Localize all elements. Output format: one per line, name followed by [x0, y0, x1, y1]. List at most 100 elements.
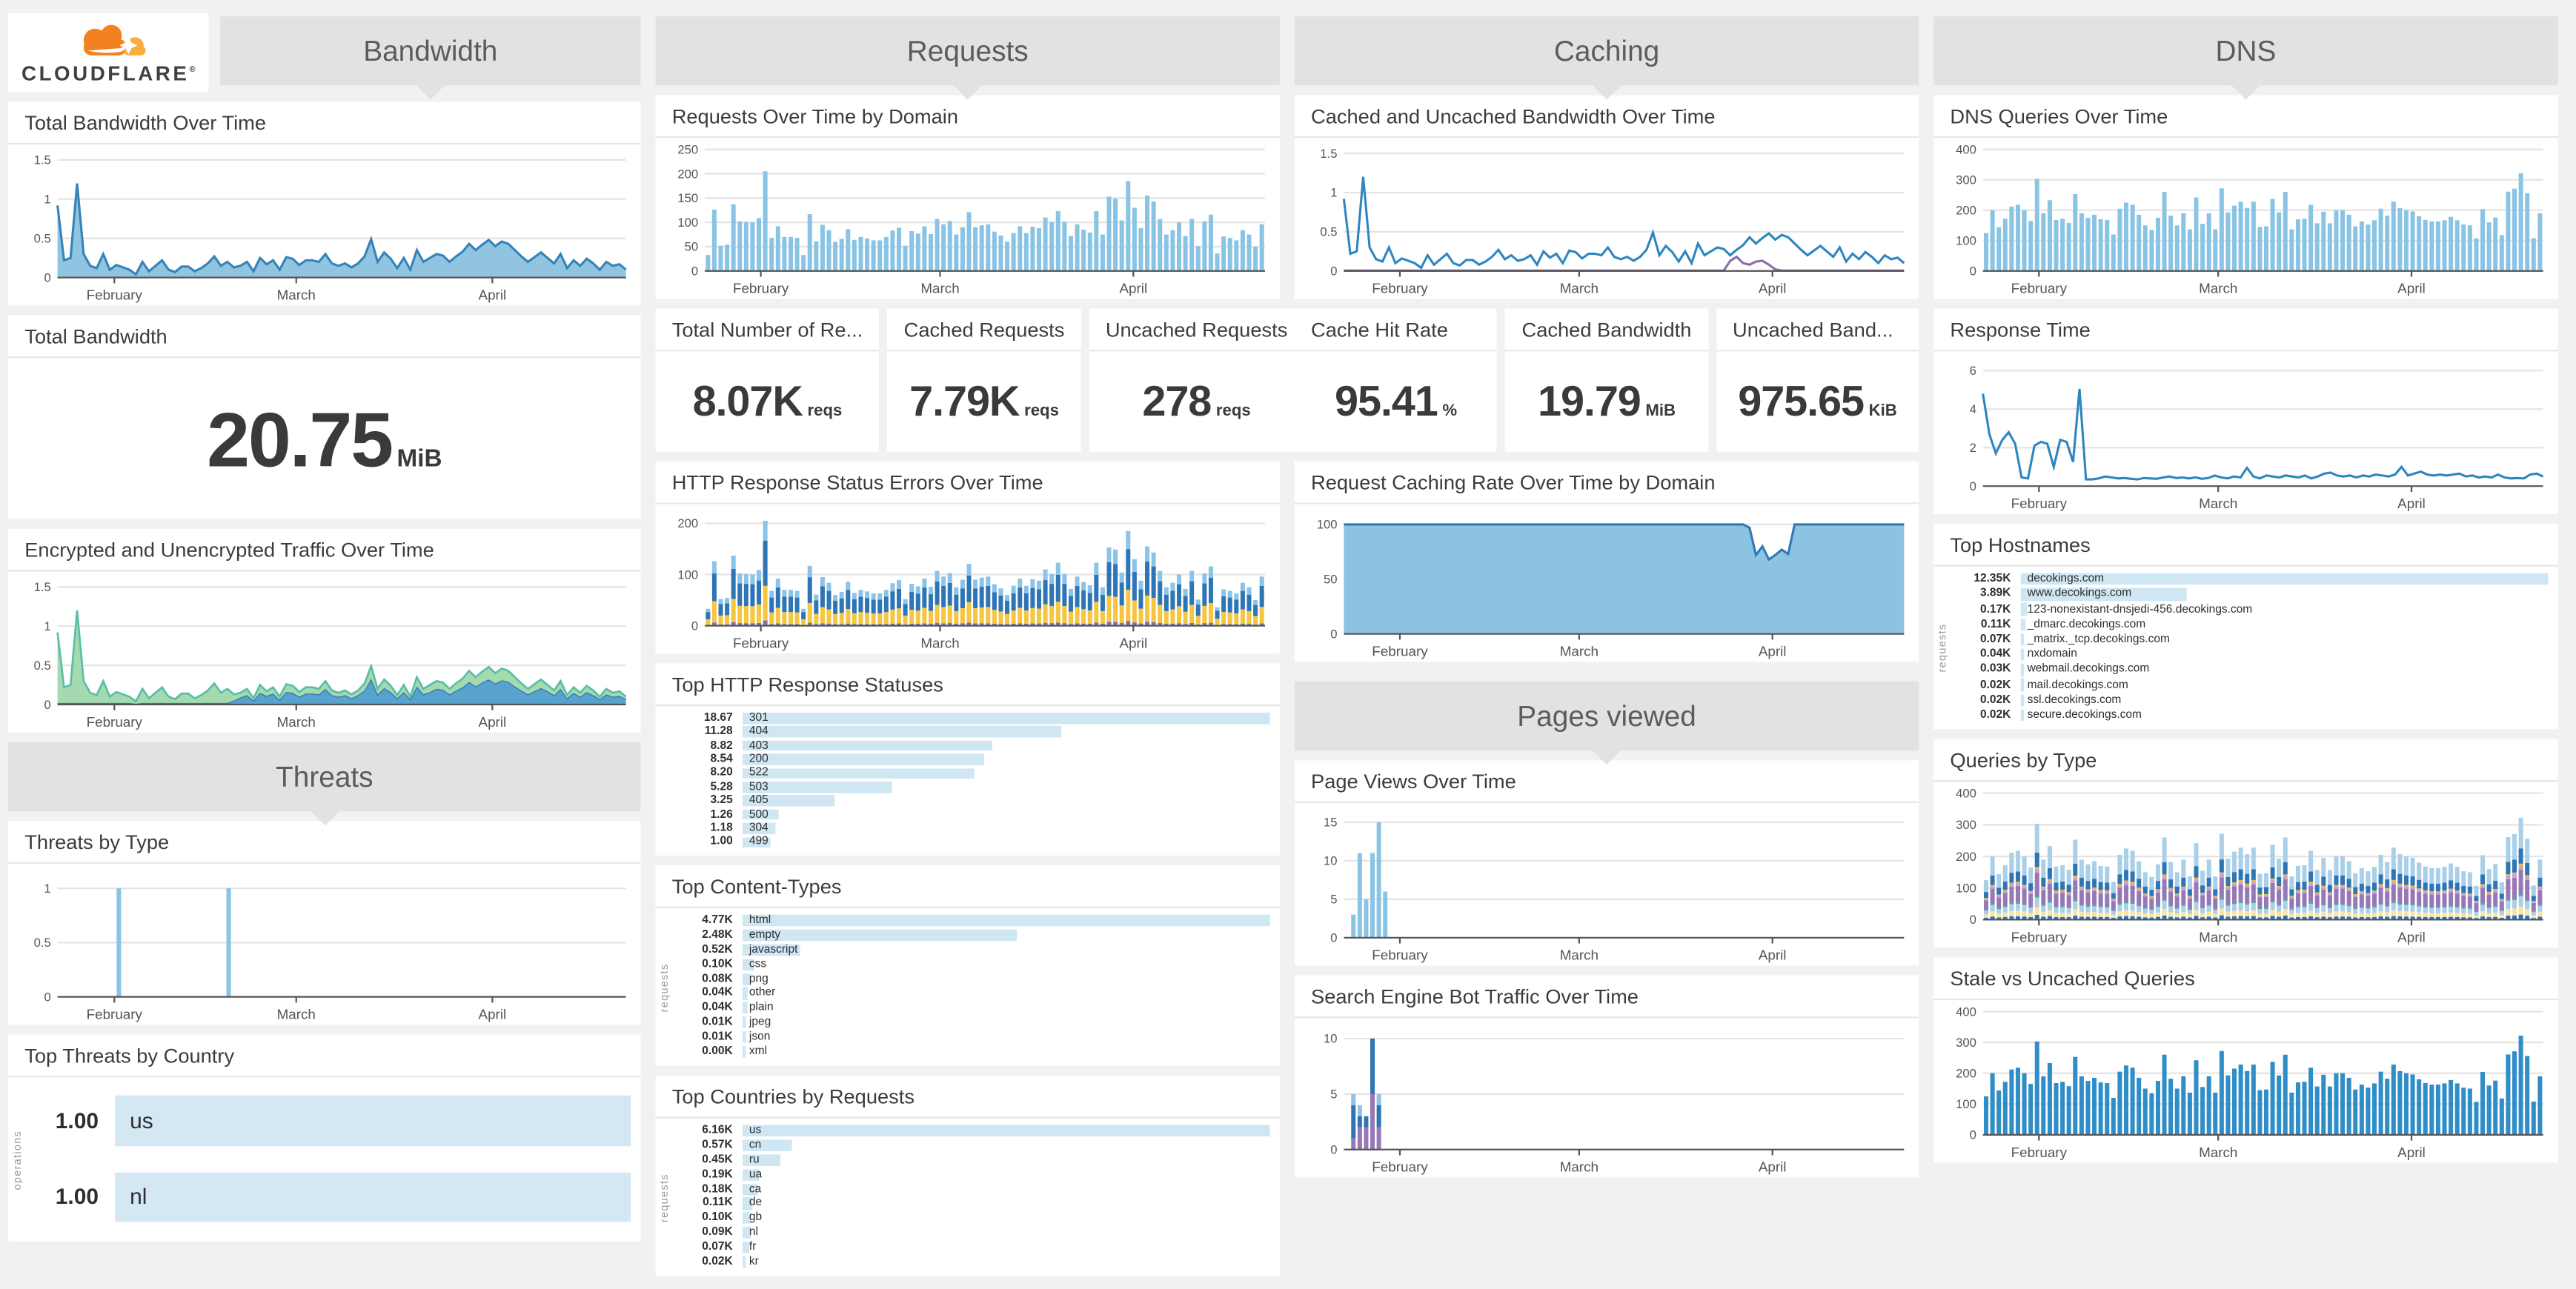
hbar-label: 301: [748, 712, 769, 724]
panel-dns-queries: DNS Queries Over Time 0 100 200 300 400 Febru…: [1933, 95, 2558, 299]
svg-text:0: 0: [1330, 931, 1337, 945]
hbar-row-html[interactable]: 4.77K html: [677, 913, 1270, 927]
hbar-row-de[interactable]: 0.11K de: [677, 1197, 1269, 1210]
hbar-row-ua[interactable]: 0.19K ua: [677, 1168, 1269, 1181]
svg-text:February: February: [2011, 929, 2068, 945]
y-axis-label: requests: [660, 962, 671, 1012]
hbar-row-ca[interactable]: 0.18K ca: [677, 1182, 1269, 1196]
hbar-row-123-nonexistant-dnsjedi-456.decokings.com[interactable]: 0.17K 123-nonexistant-dnsjedi-456.decokin…: [1955, 602, 2548, 616]
hbar-row-secure.decokings.com[interactable]: 0.02K secure.decokings.com: [1955, 708, 2548, 722]
top-countries-list[interactable]: requests 6.16K us 0.57K cn 0.45K ru 0.19K ua 0.18…: [656, 1119, 1280, 1276]
queries-by-type-chart[interactable]: 0 100 200 300 400 February March April: [1933, 782, 2557, 947]
hbar-value: 0.10K: [702, 958, 733, 970]
top-threats-by-country-list[interactable]: operations 1.00 us 1.00 nl: [8, 1077, 640, 1242]
hbar-row-200[interactable]: 8.54 200: [677, 753, 1269, 766]
hbar-row-decokings.com[interactable]: 12.35K decokings.com: [1955, 572, 2549, 586]
hbar-row-nxdomain[interactable]: 0.04K nxdomain: [1955, 647, 2548, 662]
hbar-value: 12.35K: [1974, 573, 2011, 585]
svg-text:0: 0: [44, 270, 50, 284]
hbar-row-us[interactable]: 1.00 us: [30, 1092, 631, 1148]
hbar-row-json[interactable]: 0.01K json: [677, 1030, 1269, 1044]
cloudflare-logo[interactable]: CLOUDFLARE®: [8, 13, 209, 93]
svg-text:0.5: 0.5: [1320, 225, 1337, 239]
hbar-label: 522: [748, 767, 769, 779]
hbar-row-us[interactable]: 6.16K us: [677, 1124, 1270, 1137]
hbar-row-301[interactable]: 18.67 301: [677, 712, 1270, 725]
bot-traffic-chart[interactable]: 0 5 10 February March April: [1295, 1018, 1919, 1177]
hbar-row-503[interactable]: 5.28 503: [677, 781, 1269, 793]
hbar-row-cn[interactable]: 0.57K cn: [677, 1139, 1269, 1152]
hbar-value: 6.16K: [702, 1125, 733, 1136]
hbar-bar: [743, 1153, 781, 1166]
hbar-row-other[interactable]: 0.04K other: [677, 987, 1269, 1000]
hbar-bar: [2020, 693, 2025, 707]
hbar-row-_dmarc.decokings.com[interactable]: 0.11K _dmarc.decokings.com: [1955, 618, 2548, 632]
hbar-row-fr[interactable]: 0.07K fr: [677, 1241, 1269, 1254]
svg-text:150: 150: [677, 191, 698, 205]
hbar-row-javascript[interactable]: 0.52K javascript: [677, 943, 1269, 956]
top-hostnames-list[interactable]: requests 12.35K decokings.com 3.89K www.deco…: [1933, 567, 2557, 729]
svg-text:February: February: [87, 1007, 143, 1022]
svg-text:February: February: [87, 287, 143, 303]
panel-top-threats-by-country: Top Threats by Country operations 1.00 us 1…: [8, 1034, 641, 1242]
svg-text:200: 200: [1956, 1066, 1976, 1080]
hbar-row-_matrix._tcp.decokings.com[interactable]: 0.07K _matrix._tcp.decokings.com: [1955, 633, 2548, 647]
hbar-row-webmail.decokings.com[interactable]: 0.03K webmail.decokings.com: [1955, 663, 2548, 677]
hbar-row-xml[interactable]: 0.00K xml: [677, 1045, 1269, 1059]
hbar-row-ssl.decokings.com[interactable]: 0.02K ssl.decokings.com: [1955, 693, 2548, 707]
hbar-label: 503: [748, 781, 769, 793]
cached-requests-value: 7.79K: [909, 376, 1020, 426]
svg-text:February: February: [733, 636, 789, 651]
hbar-bar: [743, 1016, 746, 1029]
hbar-row-kr[interactable]: 0.02K kr: [677, 1256, 1269, 1269]
response-time-chart[interactable]: 0 2 4 6 February March April: [1933, 351, 2557, 513]
hbar-row-jpeg[interactable]: 0.01K jpeg: [677, 1016, 1269, 1030]
hbar-row-png[interactable]: 0.08K png: [677, 972, 1269, 985]
hbar-row-www.decokings.com[interactable]: 3.89K www.decokings.com: [1955, 587, 2548, 602]
hbar-label: ca: [748, 1183, 762, 1195]
total-bandwidth-over-time-chart[interactable]: 0 0.5 1 1.5 February March April: [8, 144, 640, 305]
hbar-row-gb[interactable]: 0.10K gb: [677, 1212, 1269, 1225]
cached-bandwidth-value: 19.79: [1538, 376, 1641, 426]
hbar-label: fr: [748, 1242, 757, 1253]
page-views-chart[interactable]: 0 5 10 15 February March April: [1295, 803, 1919, 965]
hbar-row-ru[interactable]: 0.45K ru: [677, 1153, 1269, 1167]
cached-bandwidth-unit: MiB: [1645, 402, 1676, 421]
hbar-row-404[interactable]: 11.28 404: [677, 725, 1269, 738]
hbar-bar: [743, 767, 975, 779]
hbar-row-522[interactable]: 8.20 522: [677, 767, 1269, 779]
http-errors-chart[interactable]: 0 100 200 February March April: [656, 504, 1280, 654]
hbar-row-403[interactable]: 8.82 403: [677, 739, 1269, 752]
hbar-row-405[interactable]: 3.25 405: [677, 795, 1269, 807]
hbar-row-css[interactable]: 0.10K css: [677, 958, 1269, 971]
svg-text:0: 0: [691, 264, 698, 279]
hbar-row-nl[interactable]: 0.09K nl: [677, 1226, 1269, 1239]
hbar-value: 0.57K: [702, 1139, 733, 1151]
hbar-label: nl: [130, 1184, 147, 1210]
hbar-row-nl[interactable]: 1.00 nl: [30, 1168, 631, 1225]
cached-uncached-bandwidth-chart[interactable]: 0 0.5 1 1.5 February March April: [1295, 138, 1919, 299]
svg-text:100: 100: [677, 216, 698, 230]
hbar-row-500[interactable]: 1.26 500: [677, 808, 1269, 821]
hbar-row-empty[interactable]: 2.48K empty: [677, 928, 1269, 942]
stale-uncached-queries-chart[interactable]: 0 100 200 300 400 February March April: [1933, 1000, 2557, 1162]
hbar-row-499[interactable]: 1.00 499: [677, 836, 1269, 848]
svg-text:March: March: [1560, 644, 1599, 659]
hbar-row-mail.decokings.com[interactable]: 0.02K mail.decokings.com: [1955, 678, 2548, 692]
top-http-statuses-list[interactable]: 18.67 301 11.28 404 8.82 403 8.54 200 8.20 522 5.2…: [656, 706, 1280, 856]
panel-title: Search Engine Bot Traffic Over Time: [1294, 975, 1919, 1019]
panel-stale-uncached-queries: Stale vs Uncached Queries 0 100 200 300 400 F…: [1933, 957, 2558, 1163]
requests-stats-row: Total Number of Re... 8.07K reqs Cached R…: [655, 308, 1304, 452]
panel-total-bandwidth-stat: Total Bandwidth 20.75 MiB: [8, 315, 641, 519]
hbar-value: 0.00K: [702, 1046, 733, 1058]
hbar-row-plain[interactable]: 0.04K plain: [677, 1002, 1269, 1015]
request-caching-rate-chart[interactable]: 0 50 100 February March April: [1295, 504, 1919, 662]
top-content-types-list[interactable]: requests 4.77K html 2.48K empty 0.52K javascri…: [656, 908, 1280, 1066]
y-axis-label: operations: [12, 1129, 24, 1190]
hbar-label: 404: [748, 726, 769, 738]
encrypted-unencrypted-traffic-chart[interactable]: 0 0.5 1 1.5 February March April: [8, 571, 640, 732]
threats-by-type-chart[interactable]: 0 0.5 1 February March April: [8, 864, 640, 1025]
dns-queries-chart[interactable]: 0 100 200 300 400 February March April: [1933, 138, 2557, 299]
requests-over-time-chart[interactable]: 0 50 100 150 200 250 February March April: [656, 138, 1280, 299]
hbar-row-304[interactable]: 1.18 304: [677, 822, 1269, 835]
